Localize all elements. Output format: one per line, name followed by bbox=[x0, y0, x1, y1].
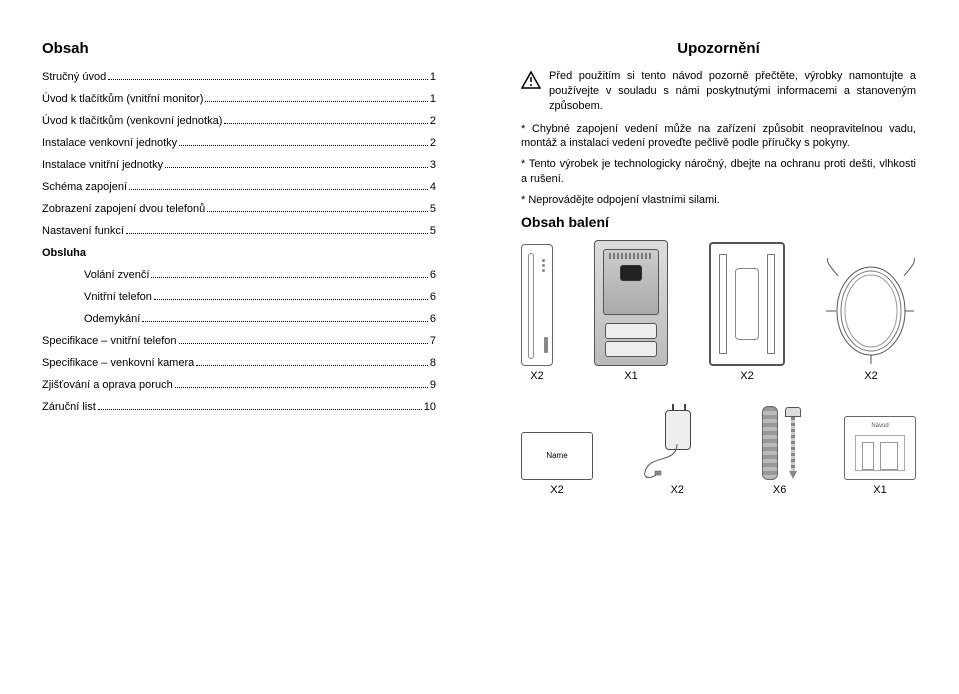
anchor-screw-illustration bbox=[762, 406, 798, 480]
toc-section-1: Stručný úvod1 Úvod k tlačítkům (vnitřní … bbox=[42, 71, 436, 237]
obsluha-heading: Obsluha bbox=[42, 247, 436, 259]
note-text: * Neprovádějte odpojení vlastními silami… bbox=[521, 193, 916, 208]
toc-line: Stručný úvod1 bbox=[42, 71, 436, 83]
anchor-icon bbox=[762, 406, 778, 480]
left-column: Obsah Stručný úvod1 Úvod k tlačítkům (vn… bbox=[0, 0, 479, 694]
warning-icon bbox=[521, 71, 541, 114]
note-text: * Tento výrobek je technologicky náročný… bbox=[521, 157, 916, 187]
toc-line: Specifikace – vnitřní telefon7 bbox=[42, 335, 436, 347]
qty-label: X1 bbox=[624, 370, 637, 382]
qty-label: X2 bbox=[550, 484, 563, 496]
toc-line: Zjišťování a oprava poruch9 bbox=[42, 379, 436, 391]
contents-row-2: Name X2 X2 bbox=[521, 404, 916, 496]
toc-line: Záruční list10 bbox=[42, 401, 436, 413]
qty-label: X6 bbox=[773, 484, 786, 496]
toc-line: Instalace vnitřní jednotky3 bbox=[42, 159, 436, 171]
toc-line: Volání zvenčí6 bbox=[84, 269, 436, 281]
qty-label: X2 bbox=[671, 484, 684, 496]
note-text: * Chybné zapojení vedení může na zařízen… bbox=[521, 122, 916, 152]
qty-label: X2 bbox=[740, 370, 753, 382]
obsah-baleni-heading: Obsah balení bbox=[521, 214, 916, 230]
document-page: Obsah Stručný úvod1 Úvod k tlačítkům (vn… bbox=[0, 0, 959, 694]
psu-illustration bbox=[639, 404, 715, 480]
item-cable: X2 bbox=[826, 256, 916, 382]
right-column: Upozornění Před použitím si tento návod … bbox=[479, 0, 958, 694]
item-manual: Návod X1 bbox=[844, 416, 916, 496]
upozorneni-heading: Upozornění bbox=[521, 40, 916, 57]
qty-label: X1 bbox=[873, 484, 886, 496]
item-psu: X2 bbox=[639, 404, 715, 496]
toc-line: Schéma zapojení4 bbox=[42, 181, 436, 193]
namecard-text: Name bbox=[546, 451, 567, 460]
qty-label: X2 bbox=[864, 370, 877, 382]
item-anchor-screw: X6 bbox=[762, 406, 798, 496]
toc-section-2: Volání zvenčí6 Vnitřní telefon6 Odemykán… bbox=[42, 269, 436, 413]
toc-line: Instalace venkovní jednotky2 bbox=[42, 137, 436, 149]
toc-line: Nastavení funkcí5 bbox=[42, 225, 436, 237]
handset-illustration bbox=[521, 244, 553, 366]
toc-line: Vnitřní telefon6 bbox=[84, 291, 436, 303]
cable-illustration bbox=[826, 256, 916, 366]
manual-illustration: Návod bbox=[844, 416, 916, 480]
namecard-illustration: Name bbox=[521, 432, 593, 480]
warning-block: Před použitím si tento návod pozorně pře… bbox=[521, 69, 916, 114]
toc-line: Odemykání6 bbox=[84, 313, 436, 325]
contents-row-1: X2 X1 X2 bbox=[521, 240, 916, 382]
item-namecard: Name X2 bbox=[521, 432, 593, 496]
toc-line: Úvod k tlačítkům (vnitřní monitor)1 bbox=[42, 93, 436, 105]
bracket-illustration bbox=[709, 242, 785, 366]
qty-label: X2 bbox=[530, 370, 543, 382]
item-bracket: X2 bbox=[709, 242, 785, 382]
item-door-unit: X1 bbox=[594, 240, 668, 382]
door-unit-illustration bbox=[594, 240, 668, 366]
screw-icon bbox=[788, 407, 798, 479]
obsah-heading: Obsah bbox=[42, 40, 436, 57]
toc-line: Úvod k tlačítkům (venkovní jednotka)2 bbox=[42, 115, 436, 127]
toc-line: Zobrazení zapojení dvou telefonů5 bbox=[42, 203, 436, 215]
toc-line: Specifikace – venkovní kamera8 bbox=[42, 357, 436, 369]
warning-text: Před použitím si tento návod pozorně pře… bbox=[549, 69, 916, 114]
item-handset: X2 bbox=[521, 244, 553, 382]
